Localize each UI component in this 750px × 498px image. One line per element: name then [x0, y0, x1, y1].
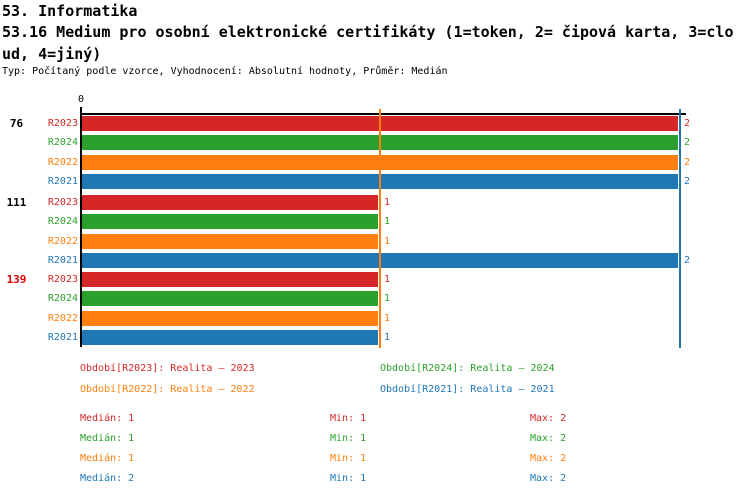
legend-item-R2024: Období[R2024]: Realita – 2024 — [380, 363, 555, 374]
year-label-111-R2023: R2023 — [47, 197, 78, 208]
year-label-76-R2024: R2024 — [47, 137, 78, 148]
bar-value-label-111-R2024: 1 — [384, 216, 391, 227]
stat-median-R2023: Medián: 1 — [80, 413, 135, 424]
bar-111-R2022 — [82, 234, 378, 249]
bar-value-label-139-R2021: 1 — [384, 332, 391, 343]
question-title-line2: ud, 4=jiný) — [2, 45, 102, 63]
stat-median-R2021: Medián: 2 — [80, 473, 135, 484]
bar-value-label-139-R2022: 1 — [384, 313, 391, 324]
year-label-111-R2021: R2021 — [47, 255, 78, 266]
year-label-139-R2022: R2022 — [47, 313, 78, 324]
stat-min-R2022: Min: 1 — [330, 453, 367, 464]
stat-min-R2023: Min: 1 — [330, 413, 367, 424]
year-label-76-R2023: R2023 — [47, 118, 78, 129]
stat-min-R2024: Min: 1 — [330, 433, 367, 444]
y-axis-line — [80, 107, 82, 347]
chart-top-border — [80, 113, 686, 115]
year-label-76-R2021: R2021 — [47, 176, 78, 187]
bar-111-R2024 — [82, 214, 378, 229]
question-title-line1: 53.16 Medium pro osobní elektronické cer… — [2, 23, 734, 41]
stat-min-R2021: Min: 1 — [330, 473, 367, 484]
group-label-139: 139 — [6, 273, 27, 286]
bar-111-R2023 — [82, 195, 378, 210]
bar-value-label-76-R2024: 2 — [684, 137, 691, 148]
group-label-76: 76 — [9, 117, 24, 130]
bar-value-label-139-R2023: 1 — [384, 274, 391, 285]
bar-value-label-111-R2022: 1 — [384, 236, 391, 247]
legend-item-R2022: Období[R2022]: Realita – 2022 — [80, 384, 255, 395]
bar-139-R2023 — [82, 272, 378, 287]
section-title: 53. Informatika — [2, 2, 138, 20]
bar-value-label-76-R2022: 2 — [684, 157, 691, 168]
stat-median-R2024: Medián: 1 — [80, 433, 135, 444]
bar-139-R2022 — [82, 311, 378, 326]
year-label-111-R2022: R2022 — [47, 236, 78, 247]
year-label-139-R2023: R2023 — [47, 274, 78, 285]
year-label-139-R2021: R2021 — [47, 332, 78, 343]
median-line-2 — [679, 109, 681, 348]
stat-max-R2023: Max: 2 — [530, 413, 567, 424]
year-label-76-R2022: R2022 — [47, 157, 78, 168]
stat-max-R2024: Max: 2 — [530, 433, 567, 444]
bar-value-label-111-R2023: 1 — [384, 197, 391, 208]
stat-max-R2022: Max: 2 — [530, 453, 567, 464]
question-meta: Typ: Počítaný podle vzorce, Vyhodnocení:… — [2, 66, 448, 77]
x-tick-label: 0 — [77, 94, 85, 105]
bar-value-label-111-R2021: 2 — [684, 255, 691, 266]
bar-value-label-76-R2021: 2 — [684, 176, 691, 187]
stat-median-R2022: Medián: 1 — [80, 453, 135, 464]
stat-max-R2021: Max: 2 — [530, 473, 567, 484]
bar-139-R2024 — [82, 291, 378, 306]
median-line-1 — [379, 109, 381, 348]
bar-139-R2021 — [82, 330, 378, 345]
year-label-111-R2024: R2024 — [47, 216, 78, 227]
bar-value-label-76-R2023: 2 — [684, 118, 691, 129]
year-label-139-R2024: R2024 — [47, 293, 78, 304]
legend-item-R2021: Období[R2021]: Realita – 2021 — [380, 384, 555, 395]
legend-item-R2023: Období[R2023]: Realita – 2023 — [80, 363, 255, 374]
bar-value-label-139-R2024: 1 — [384, 293, 391, 304]
group-label-111: 111 — [6, 196, 27, 209]
